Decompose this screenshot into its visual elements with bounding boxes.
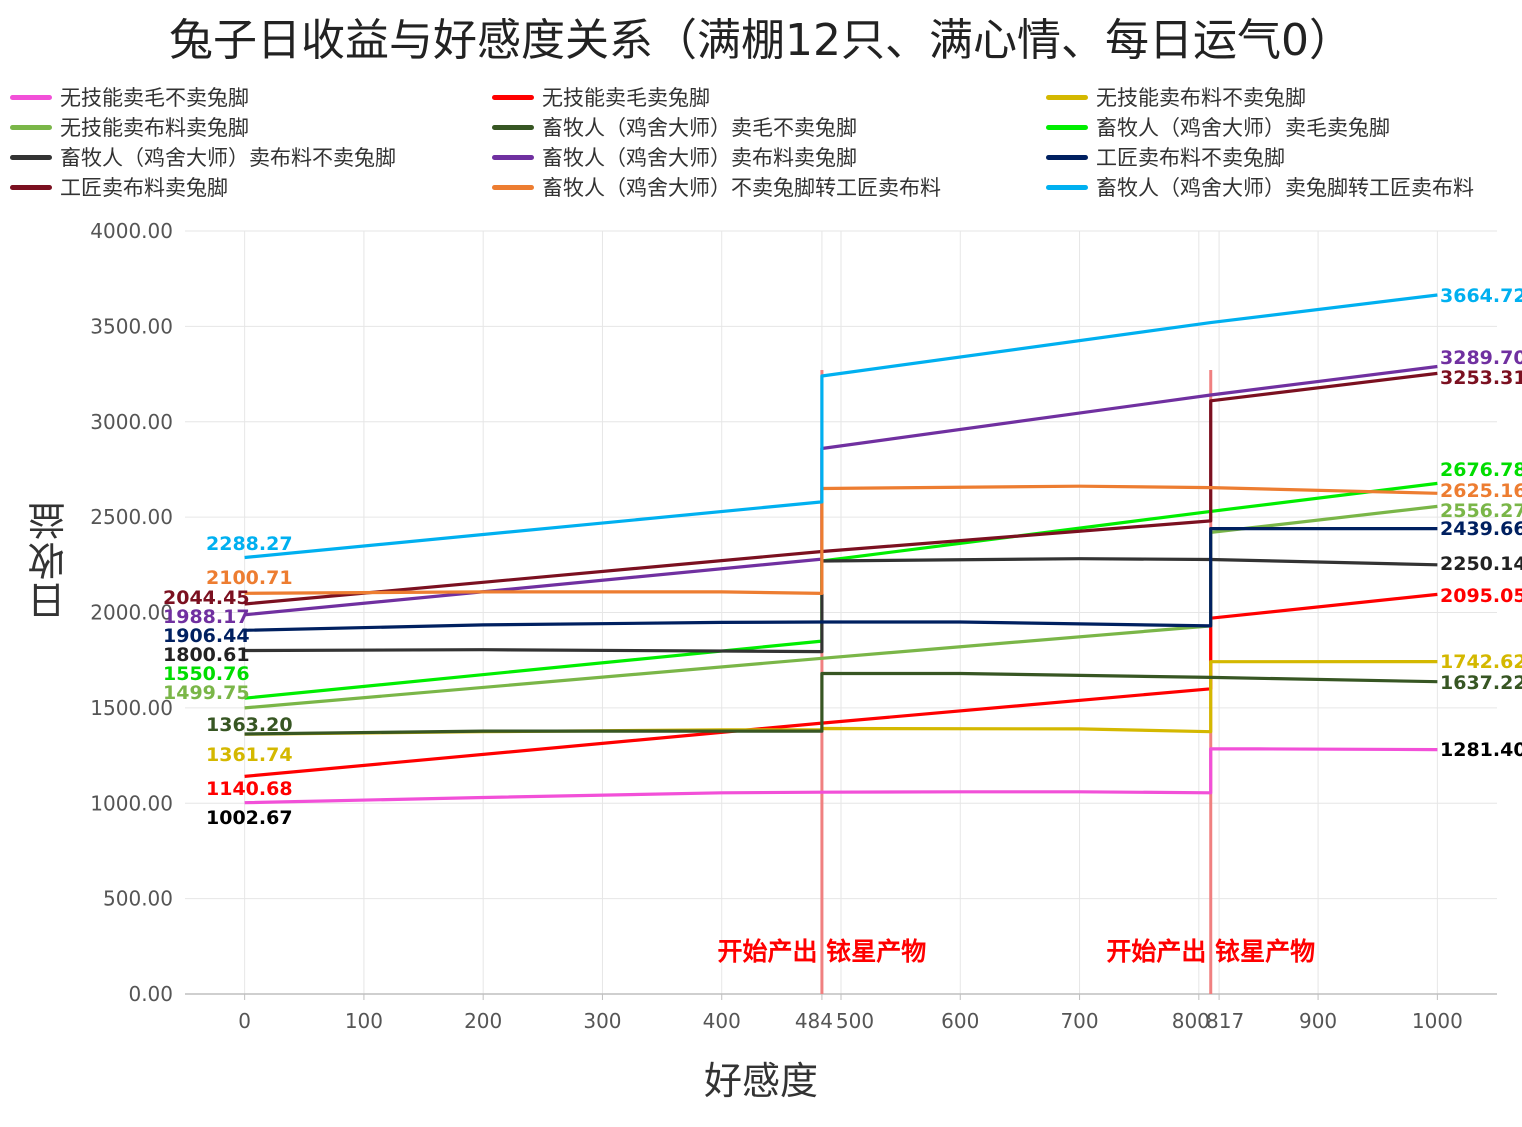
legend-item: 无技能卖布料卖兔脚 xyxy=(10,112,249,142)
series-line xyxy=(244,293,1438,560)
start-value-label: 1988.17 xyxy=(163,606,250,628)
y-tick-label: 500.00 xyxy=(103,887,173,911)
y-tick-label: 3500.00 xyxy=(90,314,173,338)
legend-item: 无技能卖布料不卖兔脚 xyxy=(1046,82,1306,112)
x-tick-label: 100 xyxy=(345,1009,383,1033)
y-tick-label: 2500.00 xyxy=(90,505,173,529)
milestone-annotation: 开始产出 铱星产物 xyxy=(718,937,927,966)
legend-label: 畜牧人（鸡舍大师）卖毛不卖兔脚 xyxy=(542,116,857,140)
series-line xyxy=(244,671,1438,736)
series-line xyxy=(244,747,1438,805)
start-value-label: 1140.68 xyxy=(206,778,293,800)
x-tick-label: 817 xyxy=(1206,1009,1244,1033)
start-value-label: 1550.76 xyxy=(163,663,250,685)
legend-item: 工匠卖布料卖兔脚 xyxy=(10,172,228,202)
legend-item: 畜牧人（鸡舍大师）卖兔脚转工匠卖布料 xyxy=(1046,172,1474,202)
series-lines xyxy=(244,293,1438,805)
end-value-label: 2250.14 xyxy=(1440,553,1522,575)
x-tick-label: 0 xyxy=(238,1009,251,1033)
legend-item: 畜牧人（鸡舍大师）卖布料卖兔脚 xyxy=(492,142,857,172)
legend-swatch xyxy=(492,154,534,160)
legend-swatch xyxy=(492,184,534,190)
series-line xyxy=(244,527,1438,632)
x-axis-label: 好感度 xyxy=(703,1059,818,1103)
end-value-label: 1281.40 xyxy=(1440,739,1522,761)
x-tick-label: 200 xyxy=(464,1009,502,1033)
legend-label: 畜牧人（鸡舍大师）不卖兔脚转工匠卖布料 xyxy=(542,176,941,200)
legend-item: 畜牧人（鸡舍大师）不卖兔脚转工匠卖布料 xyxy=(492,172,941,202)
start-value-label: 1800.61 xyxy=(163,644,250,666)
x-tick-label: 484 xyxy=(795,1009,833,1033)
legend-item: 畜牧人（鸡舍大师）卖毛卖兔脚 xyxy=(1046,112,1390,142)
milestone-annotation: 开始产出 铱星产物 xyxy=(1106,937,1315,966)
x-tick-label: 600 xyxy=(941,1009,979,1033)
legend-swatch xyxy=(492,94,534,100)
start-value-label: 1361.74 xyxy=(206,744,293,766)
end-value-label: 2095.05 xyxy=(1440,585,1522,607)
legend-item: 畜牧人（鸡舍大师）卖毛不卖兔脚 xyxy=(492,112,857,142)
end-value-label: 3289.70 xyxy=(1440,347,1522,369)
series-line xyxy=(244,484,1438,595)
legend-label: 工匠卖布料不卖兔脚 xyxy=(1096,146,1285,170)
x-tick-label: 1000 xyxy=(1412,1009,1463,1033)
legend-swatch xyxy=(10,94,52,100)
legend-label: 畜牧人（鸡舍大师）卖布料卖兔脚 xyxy=(542,146,857,170)
legend-label: 畜牧人（鸡舍大师）卖毛卖兔脚 xyxy=(1096,116,1390,140)
legend-item: 工匠卖布料不卖兔脚 xyxy=(1046,142,1285,172)
start-value-label: 1906.44 xyxy=(163,625,250,647)
end-value-label: 1637.22 xyxy=(1440,672,1522,694)
legend-label: 畜牧人（鸡舍大师）卖布料不卖兔脚 xyxy=(60,146,396,170)
x-tick-label: 300 xyxy=(583,1009,621,1033)
end-value-label: 3664.72 xyxy=(1440,285,1522,307)
start-value-label: 2100.71 xyxy=(206,567,293,589)
x-tick-label: 800 xyxy=(1172,1009,1210,1033)
end-value-label: 2625.16 xyxy=(1440,480,1522,502)
chart-title: 兔子日收益与好感度关系（满棚12只、满心情、每日运气0） xyxy=(169,15,1353,66)
legend-swatch xyxy=(1046,94,1088,100)
chart-legend: 无技能卖毛不卖兔脚 无技能卖毛卖兔脚 无技能卖布料不卖兔脚 无技能卖布料卖兔脚 畜牧人（… xyxy=(0,82,1522,212)
x-tick-label: 500 xyxy=(836,1009,874,1033)
x-tick-label: 900 xyxy=(1299,1009,1337,1033)
end-value-label: 3253.31 xyxy=(1440,367,1522,389)
legend-swatch xyxy=(492,124,534,130)
y-tick-label: 3000.00 xyxy=(90,410,173,434)
series-line xyxy=(244,371,1438,606)
y-tick-label: 0.00 xyxy=(128,982,173,1006)
legend-item: 无技能卖毛卖兔脚 xyxy=(492,82,710,112)
y-axis-label: 日收益 xyxy=(28,500,72,620)
legend-item: 无技能卖毛不卖兔脚 xyxy=(10,82,249,112)
legend-label: 无技能卖毛不卖兔脚 xyxy=(60,86,249,110)
legend-label: 工匠卖布料卖兔脚 xyxy=(60,176,228,200)
end-value-label: 1742.62 xyxy=(1440,651,1522,673)
end-value-label: 2439.66 xyxy=(1440,518,1522,540)
start-value-label: 1499.75 xyxy=(163,682,250,704)
x-tick-label: 400 xyxy=(703,1009,741,1033)
legend-item: 畜牧人（鸡舍大师）卖布料不卖兔脚 xyxy=(10,142,396,172)
legend-label: 畜牧人（鸡舍大师）卖兔脚转工匠卖布料 xyxy=(1096,176,1474,200)
legend-swatch xyxy=(1046,154,1088,160)
legend-label: 无技能卖布料卖兔脚 xyxy=(60,116,249,140)
x-tick-label: 700 xyxy=(1060,1009,1098,1033)
start-value-label: 2288.27 xyxy=(206,533,293,555)
start-value-label: 1363.20 xyxy=(206,714,293,736)
legend-swatch xyxy=(10,184,52,190)
y-tick-label: 4000.00 xyxy=(90,219,173,243)
legend-swatch xyxy=(1046,184,1088,190)
legend-swatch xyxy=(1046,124,1088,130)
legend-swatch xyxy=(10,154,52,160)
y-tick-label: 1500.00 xyxy=(90,696,173,720)
start-value-label: 1002.67 xyxy=(206,807,293,829)
legend-label: 无技能卖毛卖兔脚 xyxy=(542,86,710,110)
legend-label: 无技能卖布料不卖兔脚 xyxy=(1096,86,1306,110)
end-value-label: 2676.78 xyxy=(1440,459,1522,481)
end-value-label: 2556.27 xyxy=(1440,500,1522,522)
start-value-label: 2044.45 xyxy=(163,587,250,609)
legend-swatch xyxy=(10,124,52,130)
y-tick-label: 1000.00 xyxy=(90,791,173,815)
y-tick-label: 2000.00 xyxy=(90,601,173,625)
